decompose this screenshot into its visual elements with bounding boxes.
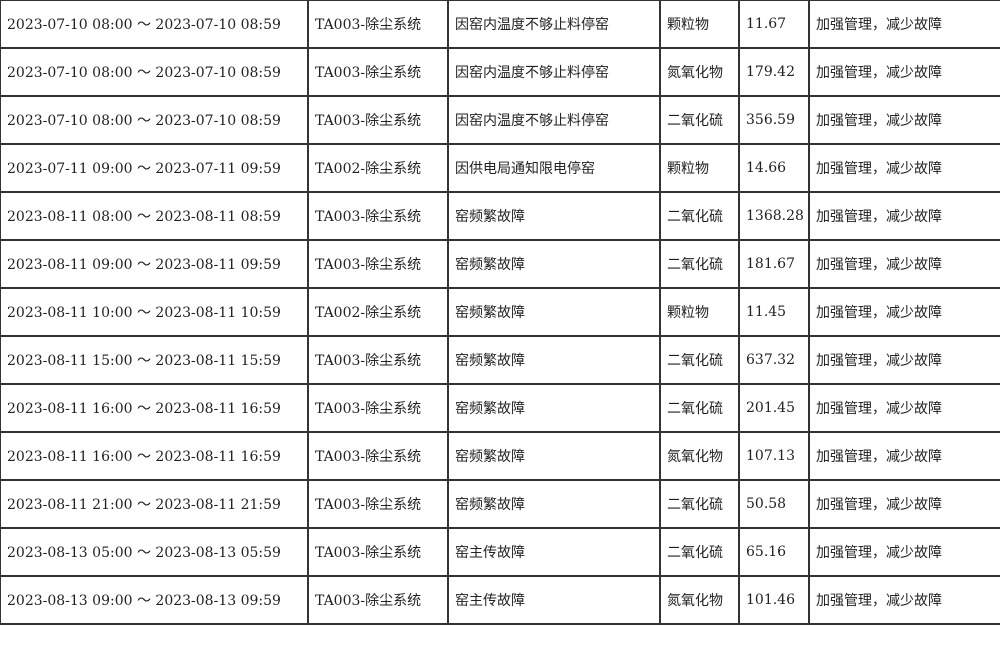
system-cell: TA003-除尘系统 [307, 383, 449, 433]
reason-cell: 窑主传故障 [447, 527, 661, 577]
value-cell: 201.45 [738, 383, 810, 433]
measure-cell: 加强管理，减少故障 [808, 47, 1000, 97]
table-row: 2023-07-11 09:00 ～ 2023-07-11 09:59 TA002… [0, 143, 1000, 193]
system-cell: TA003-除尘系统 [307, 479, 449, 529]
system-cell: TA003-除尘系统 [307, 239, 449, 289]
value-cell: 65.16 [738, 527, 810, 577]
time-period-cell: 2023-08-13 09:00 ～ 2023-08-13 09:59 [0, 575, 309, 625]
time-period-cell: 2023-08-13 05:00 ～ 2023-08-13 05:59 [0, 527, 309, 577]
value-cell: 637.32 [738, 335, 810, 385]
pollutant-cell: 二氧化硫 [659, 95, 740, 145]
system-cell: TA003-除尘系统 [307, 0, 449, 49]
table-row: 2023-08-11 15:00 ～ 2023-08-11 15:59 TA003… [0, 335, 1000, 385]
time-period-cell: 2023-08-11 15:00 ～ 2023-08-11 15:59 [0, 335, 309, 385]
pollutant-cell: 氮氧化物 [659, 47, 740, 97]
reason-cell: 窑频繁故障 [447, 335, 661, 385]
value-cell: 11.67 [738, 0, 810, 49]
table-row: 2023-08-13 05:00 ～ 2023-08-13 05:59 TA003… [0, 527, 1000, 577]
table-row: 2023-08-11 21:00 ～ 2023-08-11 21:59 TA003… [0, 479, 1000, 529]
pollutant-cell: 颗粒物 [659, 287, 740, 337]
system-cell: TA003-除尘系统 [307, 47, 449, 97]
table-row: 2023-08-11 16:00 ～ 2023-08-11 16:59 TA003… [0, 431, 1000, 481]
measure-cell: 加强管理，减少故障 [808, 527, 1000, 577]
value-cell: 356.59 [738, 95, 810, 145]
table-row: 2023-08-11 09:00 ～ 2023-08-11 09:59 TA003… [0, 239, 1000, 289]
table-row: 2023-08-11 16:00 ～ 2023-08-11 16:59 TA003… [0, 383, 1000, 433]
measure-cell: 加强管理，减少故障 [808, 575, 1000, 625]
pollutant-cell: 二氧化硫 [659, 479, 740, 529]
pollutant-cell: 二氧化硫 [659, 383, 740, 433]
system-cell: TA003-除尘系统 [307, 335, 449, 385]
time-period-cell: 2023-08-11 10:00 ～ 2023-08-11 10:59 [0, 287, 309, 337]
time-period-cell: 2023-07-11 09:00 ～ 2023-07-11 09:59 [0, 143, 309, 193]
time-period-cell: 2023-08-11 21:00 ～ 2023-08-11 21:59 [0, 479, 309, 529]
system-cell: TA003-除尘系统 [307, 95, 449, 145]
measure-cell: 加强管理，减少故障 [808, 479, 1000, 529]
reason-cell: 窑频繁故障 [447, 191, 661, 241]
time-period-cell: 2023-08-11 09:00 ～ 2023-08-11 09:59 [0, 239, 309, 289]
time-period-cell: 2023-08-11 16:00 ～ 2023-08-11 16:59 [0, 383, 309, 433]
pollutant-cell: 二氧化硫 [659, 335, 740, 385]
system-cell: TA002-除尘系统 [307, 287, 449, 337]
time-period-cell: 2023-08-11 16:00 ～ 2023-08-11 16:59 [0, 431, 309, 481]
reason-cell: 窑频繁故障 [447, 431, 661, 481]
table-row: 2023-08-11 08:00 ～ 2023-08-11 08:59 TA003… [0, 191, 1000, 241]
system-cell: TA003-除尘系统 [307, 431, 449, 481]
value-cell: 179.42 [738, 47, 810, 97]
value-cell: 107.13 [738, 431, 810, 481]
table-row: 2023-08-13 09:00 ～ 2023-08-13 09:59 TA003… [0, 575, 1000, 625]
value-cell: 181.67 [738, 239, 810, 289]
time-period-cell: 2023-07-10 08:00 ～ 2023-07-10 08:59 [0, 95, 309, 145]
measure-cell: 加强管理，减少故障 [808, 143, 1000, 193]
reason-cell: 因供电局通知限电停窑 [447, 143, 661, 193]
pollutant-cell: 颗粒物 [659, 143, 740, 193]
value-cell: 50.58 [738, 479, 810, 529]
table-body: 2023-07-10 08:00 ～ 2023-07-10 08:59 TA003… [0, 0, 1000, 625]
pollutant-cell: 二氧化硫 [659, 191, 740, 241]
value-cell: 1368.28 [738, 191, 810, 241]
emission-exception-table: 2023-07-10 08:00 ～ 2023-07-10 08:59 TA003… [0, 0, 1000, 625]
table-row: 2023-07-10 08:00 ～ 2023-07-10 08:59 TA003… [0, 47, 1000, 97]
time-period-cell: 2023-07-10 08:00 ～ 2023-07-10 08:59 [0, 0, 309, 49]
reason-cell: 因窑内温度不够止料停窑 [447, 95, 661, 145]
value-cell: 14.66 [738, 143, 810, 193]
reason-cell: 窑频繁故障 [447, 239, 661, 289]
table-row: 2023-07-10 08:00 ～ 2023-07-10 08:59 TA003… [0, 0, 1000, 49]
time-period-cell: 2023-08-11 08:00 ～ 2023-08-11 08:59 [0, 191, 309, 241]
system-cell: TA003-除尘系统 [307, 527, 449, 577]
reason-cell: 窑频繁故障 [447, 383, 661, 433]
measure-cell: 加强管理，减少故障 [808, 431, 1000, 481]
value-cell: 11.45 [738, 287, 810, 337]
measure-cell: 加强管理，减少故障 [808, 191, 1000, 241]
system-cell: TA003-除尘系统 [307, 191, 449, 241]
measure-cell: 加强管理，减少故障 [808, 0, 1000, 49]
reason-cell: 窑频繁故障 [447, 479, 661, 529]
reason-cell: 窑频繁故障 [447, 287, 661, 337]
measure-cell: 加强管理，减少故障 [808, 287, 1000, 337]
measure-cell: 加强管理，减少故障 [808, 383, 1000, 433]
pollutant-cell: 氮氧化物 [659, 431, 740, 481]
pollutant-cell: 氮氧化物 [659, 575, 740, 625]
pollutant-cell: 颗粒物 [659, 0, 740, 49]
pollutant-cell: 二氧化硫 [659, 527, 740, 577]
measure-cell: 加强管理，减少故障 [808, 239, 1000, 289]
table-row: 2023-08-11 10:00 ～ 2023-08-11 10:59 TA002… [0, 287, 1000, 337]
measure-cell: 加强管理，减少故障 [808, 335, 1000, 385]
system-cell: TA003-除尘系统 [307, 575, 449, 625]
system-cell: TA002-除尘系统 [307, 143, 449, 193]
reason-cell: 窑主传故障 [447, 575, 661, 625]
table-row: 2023-07-10 08:00 ～ 2023-07-10 08:59 TA003… [0, 95, 1000, 145]
value-cell: 101.46 [738, 575, 810, 625]
reason-cell: 因窑内温度不够止料停窑 [447, 0, 661, 49]
time-period-cell: 2023-07-10 08:00 ～ 2023-07-10 08:59 [0, 47, 309, 97]
measure-cell: 加强管理，减少故障 [808, 95, 1000, 145]
pollutant-cell: 二氧化硫 [659, 239, 740, 289]
reason-cell: 因窑内温度不够止料停窑 [447, 47, 661, 97]
